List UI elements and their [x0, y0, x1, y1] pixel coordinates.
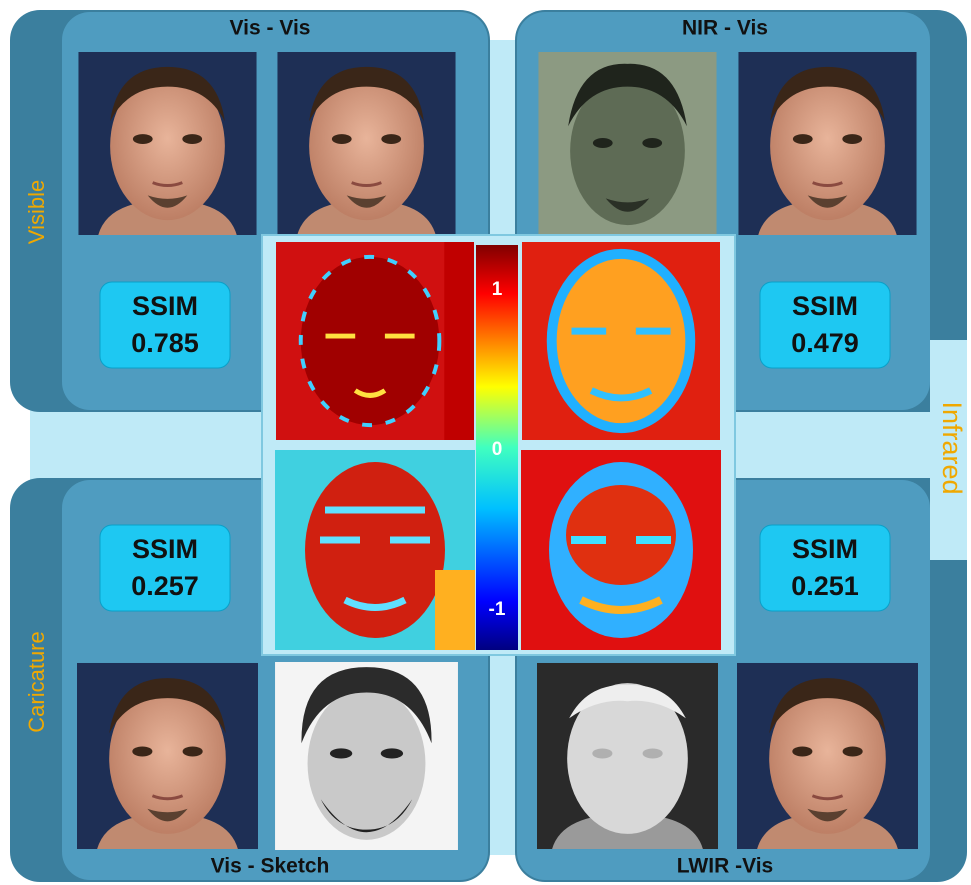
panel-title: LWIR -Vis [677, 855, 773, 878]
ssim-box: SSIM 0.257 [99, 524, 231, 612]
colorbar [476, 245, 518, 650]
metric-score: 0.251 [791, 571, 859, 601]
ssim-map [522, 242, 720, 440]
panel-title: Vis - Vis [230, 17, 311, 40]
photo [275, 662, 458, 850]
photo [737, 52, 918, 235]
metric-score: 0.257 [131, 571, 199, 601]
photo [77, 662, 258, 850]
photo [737, 662, 918, 850]
metric-label: SSIM [792, 534, 858, 564]
ssim-box: SSIM 0.785 [99, 281, 231, 369]
panel-title: Vis - Sketch [211, 855, 330, 878]
metric-score: 0.785 [131, 328, 199, 358]
side-label: Visible [24, 180, 49, 244]
colorbar-tick: -1 [489, 599, 506, 620]
panel-title: NIR - Vis [682, 17, 768, 40]
band-gap [930, 340, 967, 560]
photo [275, 52, 458, 235]
colorbar-tick: 1 [492, 279, 503, 300]
photo [538, 52, 717, 235]
ssim-box: SSIM 0.251 [759, 524, 891, 612]
metric-label: SSIM [132, 291, 198, 321]
ssim-box: SSIM 0.479 [759, 281, 891, 369]
colorbar-tick: 0 [492, 439, 503, 460]
ssim-map [276, 242, 474, 440]
ssim-map [521, 450, 721, 650]
metric-label: SSIM [132, 534, 198, 564]
photo [537, 662, 718, 850]
ssim-map [275, 450, 475, 650]
side-label: Caricature [24, 631, 49, 732]
metric-score: 0.479 [791, 328, 859, 358]
side-label: Infrared [937, 401, 967, 494]
metric-label: SSIM [792, 291, 858, 321]
photo [77, 52, 258, 235]
